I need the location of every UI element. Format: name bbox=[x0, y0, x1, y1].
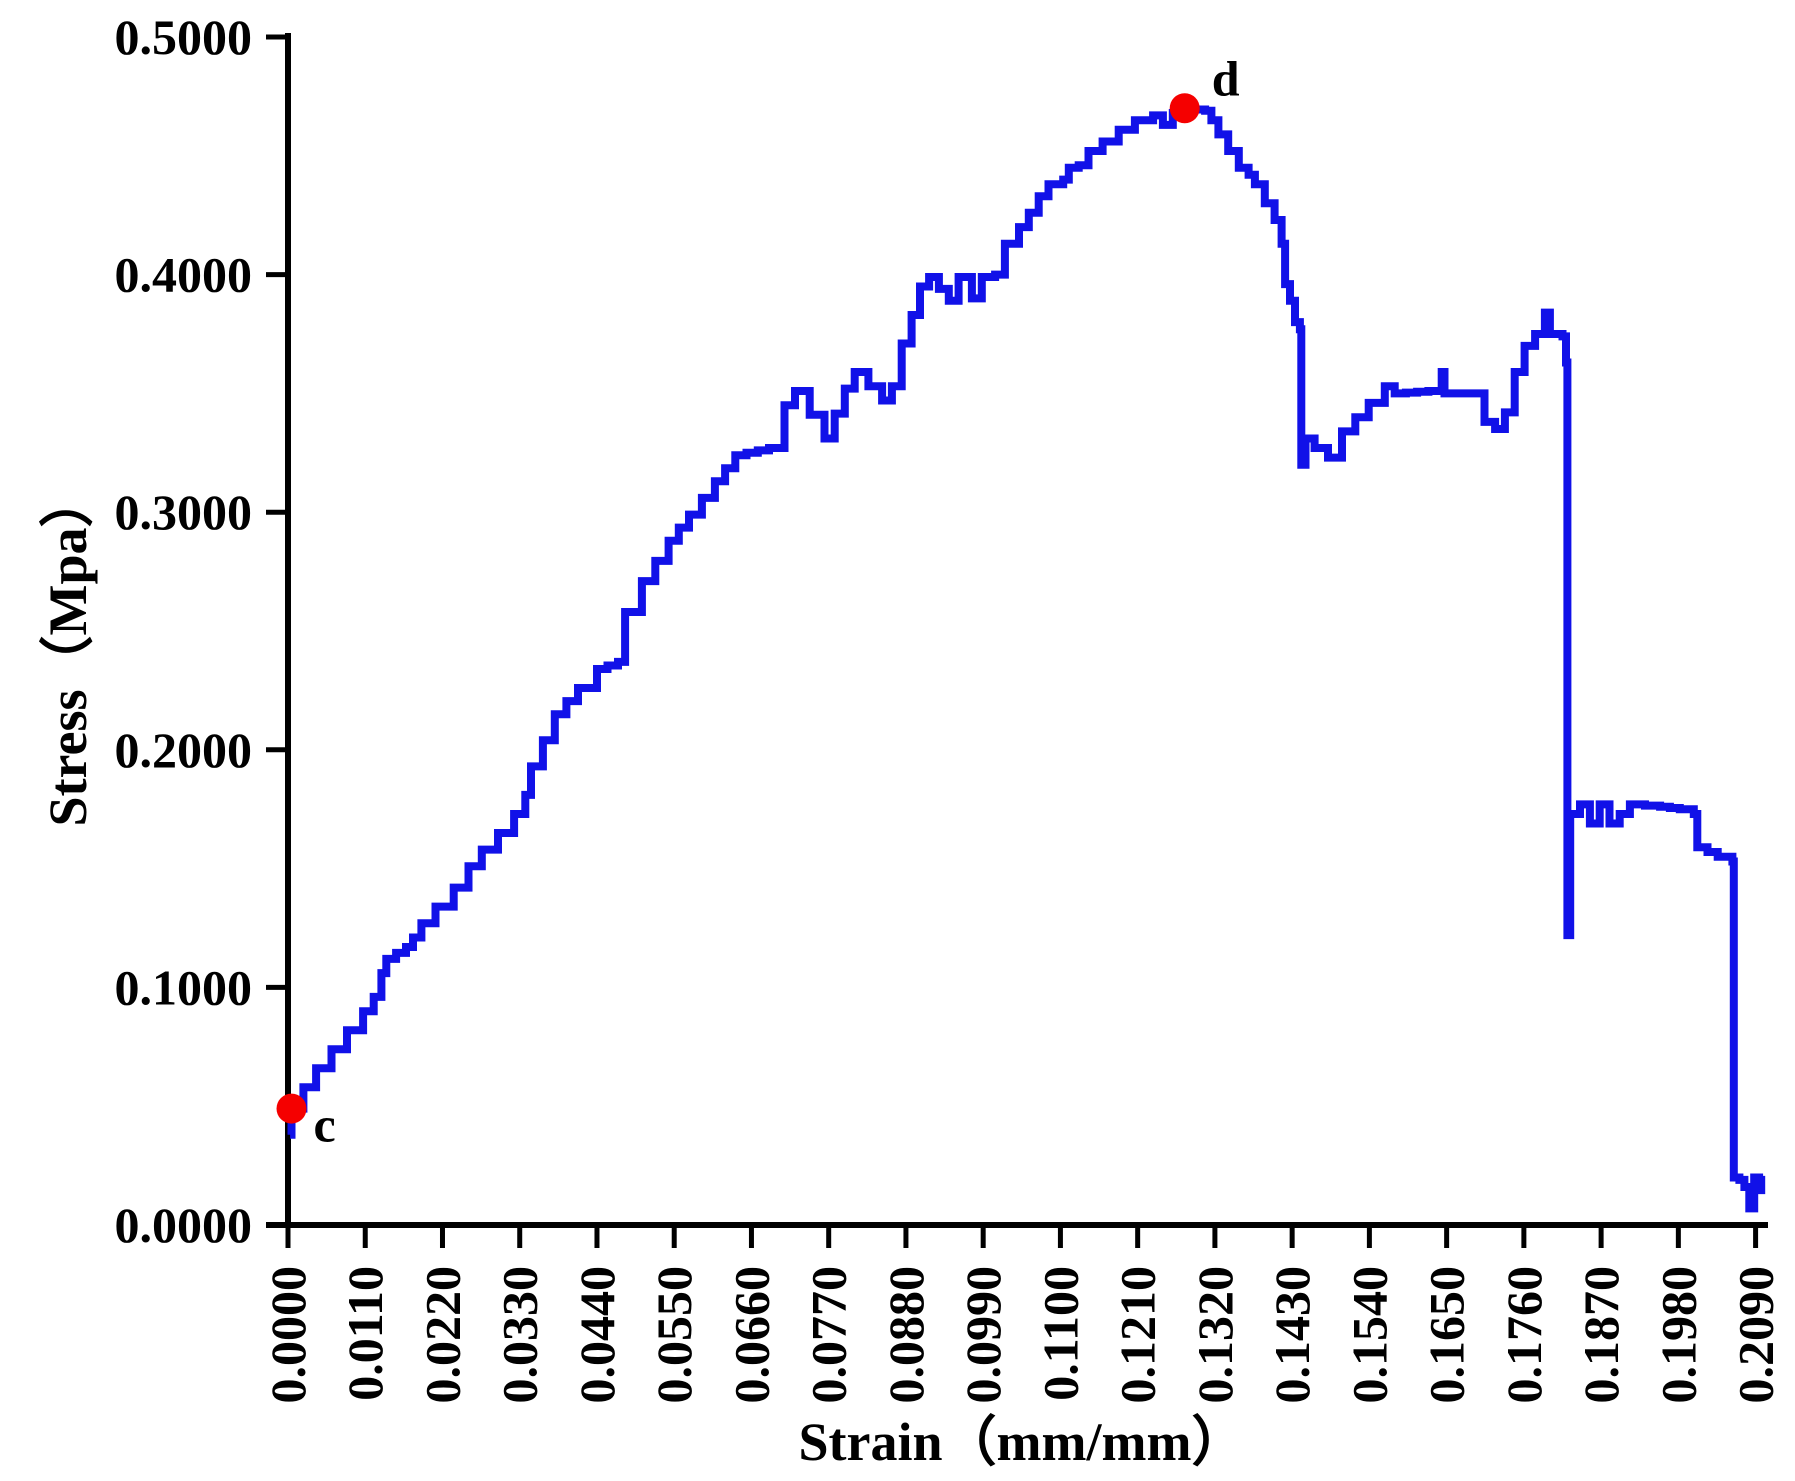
x-tick-label: 0.1760 bbox=[1496, 1266, 1552, 1404]
axes bbox=[266, 33, 1768, 1228]
x-tick-label: 0.0880 bbox=[878, 1266, 934, 1404]
x-tick-label: 0.1100 bbox=[1032, 1266, 1088, 1401]
point-c-label: c bbox=[314, 1097, 336, 1153]
x-tick-label: 0.0990 bbox=[955, 1266, 1011, 1404]
y-tick-label: 0.4000 bbox=[115, 247, 253, 303]
point-d-label: d bbox=[1212, 50, 1240, 106]
x-tick-label: 0.1320 bbox=[1187, 1266, 1243, 1404]
x-tick-label: 0.1210 bbox=[1110, 1266, 1166, 1404]
x-tick-label: 0.0660 bbox=[723, 1266, 779, 1404]
y-tick-label: 0.0000 bbox=[115, 1197, 253, 1253]
x-tick-label: 0.1540 bbox=[1341, 1266, 1397, 1404]
tick-labels: 0.0000 0.1000 0.2000 0.3000 0.4000 0.5000 0.00… bbox=[115, 9, 1784, 1404]
y-tick-label: 0.2000 bbox=[115, 722, 253, 778]
x-tick-label: 0.2090 bbox=[1728, 1266, 1784, 1404]
marker-group: cd bbox=[276, 50, 1240, 1153]
x-tick-label: 0.0770 bbox=[801, 1266, 857, 1404]
x-tick-label: 0.0110 bbox=[337, 1266, 393, 1401]
x-tick-label: 0.1870 bbox=[1573, 1266, 1629, 1404]
curve-group bbox=[287, 104, 1766, 1213]
y-axis-title: Stress（Mpa） bbox=[38, 473, 98, 826]
x-axis-title: Strain（mm/mm） bbox=[799, 1412, 1246, 1472]
y-tick-label: 0.3000 bbox=[115, 484, 253, 540]
x-tick-label: 0.1430 bbox=[1264, 1266, 1320, 1404]
x-tick-label: 0.0330 bbox=[492, 1266, 548, 1404]
x-tick-label: 0.1980 bbox=[1650, 1266, 1706, 1404]
stress-strain-curve bbox=[287, 104, 1766, 1213]
point-c-marker bbox=[276, 1093, 307, 1124]
x-tick-label: 0.0220 bbox=[414, 1266, 470, 1404]
y-tick-label: 0.5000 bbox=[115, 9, 253, 65]
tick-marks bbox=[266, 34, 1759, 1248]
x-tick-label: 0.0000 bbox=[260, 1266, 316, 1404]
y-tick-label: 0.1000 bbox=[115, 959, 253, 1015]
x-tick-label: 0.0440 bbox=[569, 1266, 625, 1404]
x-tick-label: 0.1650 bbox=[1419, 1266, 1475, 1404]
x-tick-label: 0.0550 bbox=[646, 1266, 702, 1404]
point-d-marker bbox=[1169, 93, 1200, 124]
